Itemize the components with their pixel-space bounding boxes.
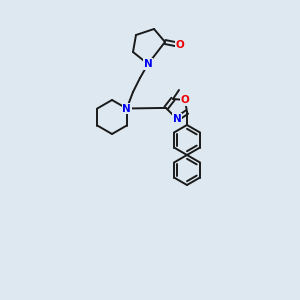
Text: N: N: [172, 114, 182, 124]
Text: N: N: [144, 59, 152, 69]
Text: O: O: [181, 95, 189, 105]
Text: O: O: [176, 40, 184, 50]
Text: N: N: [122, 103, 131, 113]
